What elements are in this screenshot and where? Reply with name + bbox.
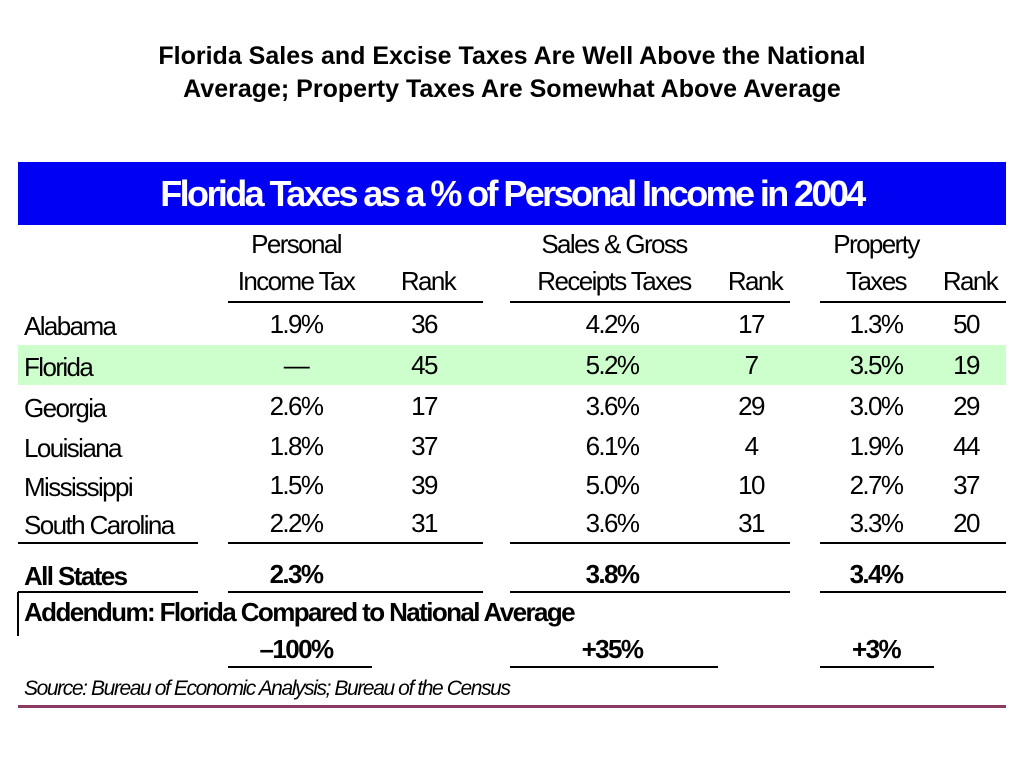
cell-pit-rank: 39 [411,470,438,500]
header-prop-1: Property [833,229,920,259]
cell-pit: 2.2% [269,508,324,538]
cell-prop: 3.5% [849,350,904,380]
header-sales-1: Sales & Gross [541,229,688,259]
body-rule [510,542,790,544]
cell-prop-rank: 29 [953,391,980,421]
cell-pit-rank: 17 [411,391,438,421]
addendum-sales: +35% [581,634,644,664]
all-states-pit: 2.3% [269,559,324,589]
all-states-rule [820,591,1006,593]
cell-sales: 3.6% [585,508,640,538]
body-rule [228,542,483,544]
header-rule [510,301,790,303]
title-line-2: Average; Property Taxes Are Somewhat Abo… [183,75,841,103]
cell-pit-rank: 36 [411,309,438,339]
header-rule [228,301,483,303]
cell-sales: 5.2% [585,350,640,380]
cell-pit: 1.9% [269,309,324,339]
cell-prop: 1.9% [849,431,904,461]
all-states-label: All States [24,561,128,591]
cell-state: Mississippi [24,472,134,502]
cell-sales-rank: 31 [738,508,765,538]
all-states-rule [18,591,198,593]
cell-sales-rank: 10 [738,470,765,500]
cell-sales: 3.6% [585,391,640,421]
cell-pit-rank: 31 [411,508,438,538]
cell-sales: 6.1% [585,431,640,461]
florida-highlight [18,345,1006,385]
header-rule [820,301,1006,303]
cell-sales: 4.2% [585,309,640,339]
all-states-rule [510,591,790,593]
source-note: Source: Bureau of Economic Analysis; Bur… [24,677,511,700]
cell-state: South Carolina [24,510,175,540]
cell-state: Florida [24,352,94,382]
header-prop-2: Taxes [846,266,908,296]
cell-pit: 2.6% [269,391,324,421]
header-pit-1: Personal [251,229,342,259]
all-states-prop: 3.4% [849,559,904,589]
header-rank-1: Rank [400,266,457,296]
addendum-rule [228,666,372,668]
addendum-prop: +3% [852,634,902,664]
cell-prop-rank: 44 [953,431,980,461]
footer-rule [18,705,1006,708]
cell-sales-rank: 29 [738,391,765,421]
body-rule [18,542,198,544]
header-rank-3: Rank [942,266,999,296]
addendum-rule [820,666,934,668]
cell-pit: 1.5% [269,470,324,500]
cell-state: Louisiana [24,433,123,463]
cell-state: Alabama [24,311,117,341]
cell-pit-rank: 37 [411,431,438,461]
cell-pit: 1.8% [269,431,324,461]
cell-prop: 1.3% [849,309,904,339]
body-rule [820,542,1006,544]
all-states-rule [228,591,483,593]
cell-pit: — [283,350,310,380]
table-banner: Florida Taxes as a % of Personal Income … [18,162,1006,225]
header-pit-2: Income Tax [237,266,356,296]
cell-sales-rank: 7 [744,350,759,380]
cell-prop: 3.0% [849,391,904,421]
cell-prop-rank: 37 [953,470,980,500]
cell-sales-rank: 17 [738,309,765,339]
all-states-sales: 3.8% [585,559,640,589]
slide-title: Florida Sales and Excise Taxes Are Well … [0,40,1024,106]
header-rank-2: Rank [727,266,784,296]
cell-prop-rank: 50 [953,309,980,339]
addendum-label: Addendum: Florida Compared to National A… [24,597,576,627]
cell-pit-rank: 45 [411,350,438,380]
cell-sales-rank: 4 [744,431,759,461]
addendum-rule [510,666,718,668]
header-sales-2: Receipts Taxes [537,266,692,296]
cell-prop: 3.3% [849,508,904,538]
addendum-left-rule [17,592,19,636]
cell-prop: 2.7% [849,470,904,500]
addendum-pit: –100% [259,634,335,664]
cell-state: Georgia [24,393,107,423]
title-line-1: Florida Sales and Excise Taxes Are Well … [158,42,866,70]
cell-prop-rank: 20 [953,508,980,538]
cell-sales: 5.0% [585,470,640,500]
cell-prop-rank: 19 [953,350,980,380]
